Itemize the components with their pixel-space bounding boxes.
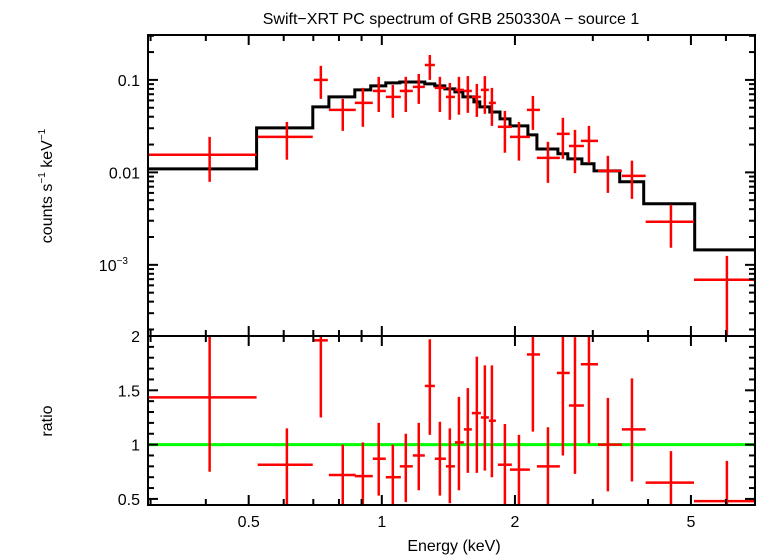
spectrum-panel-frame <box>147 34 756 337</box>
ratio-point <box>463 388 472 473</box>
data-point <box>385 84 401 118</box>
data-point <box>354 87 373 127</box>
data-point <box>480 76 489 114</box>
ratio-point <box>328 444 356 505</box>
x-tick-label: 5 <box>686 514 695 531</box>
ratio-y-tick-label: 0.5 <box>118 492 140 509</box>
ratio-point <box>434 421 446 496</box>
ratio-point <box>645 451 694 505</box>
data-point <box>434 76 446 112</box>
x-tick-label: 0.5 <box>238 514 260 531</box>
ratio-point <box>693 460 755 505</box>
data-point <box>471 83 481 117</box>
data-point <box>536 141 560 183</box>
ratio-point <box>454 396 464 491</box>
data-point <box>693 255 755 336</box>
ratio-panel-frame <box>147 335 756 506</box>
data-point <box>463 76 472 113</box>
x-axis-label: Energy (keV) <box>407 538 500 555</box>
data-point <box>257 121 313 160</box>
data-point <box>556 117 570 159</box>
data-point <box>568 129 584 174</box>
data-point <box>488 87 496 126</box>
y-axis-label-ratio: ratio <box>39 405 56 436</box>
ratio-point <box>621 378 646 482</box>
y-tick-label-exponent: −3 <box>117 256 129 267</box>
ratio-point <box>580 336 598 444</box>
ratio-point <box>536 427 560 505</box>
ratio-point <box>313 336 328 418</box>
ratio-point <box>424 339 435 435</box>
ratio-point <box>488 365 496 478</box>
y-tick-label: 10−3 <box>99 256 129 275</box>
x-tick-label: 2 <box>510 514 519 531</box>
ratio-point <box>399 433 413 503</box>
ratio-point <box>148 336 257 472</box>
ratio-point <box>526 336 540 432</box>
data-point <box>621 160 646 199</box>
data-point <box>313 65 328 99</box>
y-tick-label: 0.01 <box>109 165 140 182</box>
ratio-y-tick-label: 1.5 <box>118 383 140 400</box>
data-point <box>372 76 386 112</box>
data-point <box>424 54 435 80</box>
data-point <box>645 204 694 248</box>
data-point <box>580 125 598 163</box>
ratio-point <box>354 442 373 505</box>
ratio-point <box>471 356 481 473</box>
data-point <box>454 76 464 115</box>
ratio-y-tick-label: 2 <box>131 329 140 346</box>
ratio-point <box>412 422 425 491</box>
ratio-point <box>497 423 512 505</box>
ratio-point <box>480 365 489 471</box>
data-point <box>328 98 356 131</box>
ratio-point <box>257 428 313 505</box>
x-tick-label: 1 <box>377 514 386 531</box>
data-point <box>597 155 622 193</box>
data-point <box>148 136 257 182</box>
y-axis-label-spectrum: counts s−1 keV−1 <box>37 128 56 243</box>
ratio-point <box>445 428 455 504</box>
ratio-point <box>568 337 584 474</box>
ratio-point <box>509 434 530 505</box>
data-point <box>509 121 530 161</box>
data-point <box>497 110 512 153</box>
ratio-point <box>385 444 401 505</box>
y-tick-label: 0.1 <box>118 73 140 90</box>
ratio-point <box>597 397 622 492</box>
data-point <box>399 76 413 112</box>
ratio-point <box>372 422 386 496</box>
data-point <box>412 73 425 104</box>
ratio-y-tick-label: 1 <box>131 438 140 455</box>
chart-title: Swift−XRT PC spectrum of GRB 250330A − s… <box>263 11 640 28</box>
data-point <box>526 95 540 130</box>
ratio-point <box>556 336 570 456</box>
data-point <box>445 82 455 120</box>
model-step-line <box>148 80 755 252</box>
